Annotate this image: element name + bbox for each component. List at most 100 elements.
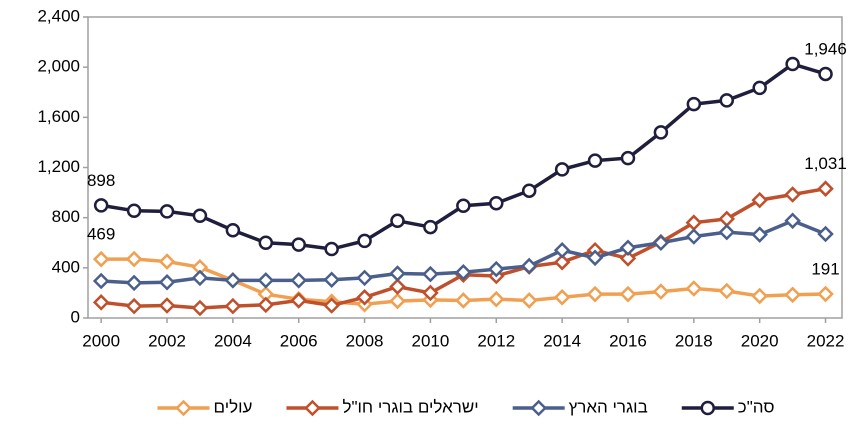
y-tick-label: 2,400 xyxy=(37,6,80,25)
data-point xyxy=(92,250,110,268)
legend-marker xyxy=(700,400,716,416)
data-point xyxy=(784,212,801,230)
data-point xyxy=(620,150,636,166)
data-point xyxy=(158,273,176,291)
data-point xyxy=(125,274,143,292)
data-point xyxy=(752,80,767,96)
legend-marker xyxy=(175,399,192,417)
data-label: 1,031 xyxy=(804,154,847,173)
data-point xyxy=(159,204,175,219)
data-point xyxy=(290,272,307,289)
data-point xyxy=(553,242,571,259)
data-point xyxy=(719,93,735,108)
data-point xyxy=(554,162,570,177)
data-point xyxy=(191,299,209,317)
data-point xyxy=(685,228,703,245)
x-tick-label: 2020 xyxy=(741,331,779,350)
data-point xyxy=(553,289,571,306)
legend-label: בוגרי הארץ xyxy=(569,397,648,416)
data-point xyxy=(751,226,768,243)
data-point xyxy=(224,272,242,289)
data-point xyxy=(125,250,143,268)
data-point xyxy=(488,260,505,278)
legend-marker xyxy=(304,399,321,417)
x-tick-label: 2018 xyxy=(675,331,713,350)
data-point xyxy=(291,237,306,252)
data-point xyxy=(125,297,143,315)
data-point xyxy=(553,253,571,271)
y-tick-label: 1,200 xyxy=(37,157,80,176)
y-tick-label: 800 xyxy=(52,207,80,226)
y-tick-label: 400 xyxy=(52,257,80,276)
legend-label: ישראלים בוגרי חו"ל xyxy=(342,397,478,416)
data-point xyxy=(456,198,471,214)
data-point xyxy=(225,222,241,238)
data-point xyxy=(455,263,472,281)
data-point xyxy=(423,219,438,235)
data-point xyxy=(389,278,406,295)
data-point xyxy=(587,153,603,168)
data-point xyxy=(784,186,801,203)
data-point xyxy=(619,239,637,257)
data-point xyxy=(290,292,307,309)
data-point xyxy=(520,257,538,275)
x-tick-label: 2014 xyxy=(543,331,581,350)
data-point xyxy=(257,272,275,289)
data-point xyxy=(718,223,736,241)
data-point xyxy=(784,286,801,304)
y-tick-label: 0 xyxy=(71,307,80,326)
data-point xyxy=(520,292,538,309)
data-point xyxy=(455,292,472,309)
x-tick-label: 2016 xyxy=(609,331,647,350)
y-tick-label: 1,600 xyxy=(37,107,80,126)
data-point xyxy=(817,225,834,243)
data-point xyxy=(357,233,372,249)
data-label: 191 xyxy=(811,260,839,279)
data-point xyxy=(93,198,109,213)
data-point xyxy=(652,234,670,252)
data-point xyxy=(323,297,340,314)
data-point xyxy=(92,294,110,311)
data-point xyxy=(324,241,339,257)
data-point xyxy=(191,269,209,287)
data-point xyxy=(192,208,208,224)
data-point xyxy=(422,284,439,302)
y-tick-label: 2,000 xyxy=(37,57,80,76)
legend-label: עולים xyxy=(214,397,253,416)
data-point xyxy=(785,56,800,72)
x-tick-label: 2000 xyxy=(82,331,120,350)
data-point xyxy=(158,253,176,270)
data-point xyxy=(257,296,275,314)
data-point xyxy=(586,249,604,267)
data-point xyxy=(224,297,242,315)
data-point xyxy=(818,66,833,82)
data-point xyxy=(92,272,110,290)
data-point xyxy=(488,290,505,308)
data-label: 1,946 xyxy=(804,39,847,58)
data-label: 469 xyxy=(87,225,115,244)
data-point xyxy=(158,297,176,314)
data-point xyxy=(619,285,637,303)
x-tick-label: 2008 xyxy=(346,331,384,350)
data-point xyxy=(323,271,340,289)
data-point xyxy=(389,265,406,282)
data-point xyxy=(422,265,439,283)
data-point xyxy=(653,125,669,140)
x-tick-label: 2010 xyxy=(412,331,450,350)
data-point xyxy=(586,285,604,303)
data-point xyxy=(258,235,274,250)
x-tick-label: 2004 xyxy=(214,331,252,350)
data-point xyxy=(652,283,670,300)
data-point xyxy=(126,203,142,219)
data-point xyxy=(685,280,703,297)
data-point xyxy=(686,96,702,112)
x-tick-label: 2006 xyxy=(280,331,318,350)
data-point xyxy=(389,292,406,310)
data-point xyxy=(718,282,736,300)
data-label: 898 xyxy=(87,171,115,190)
data-point xyxy=(619,250,637,267)
data-point xyxy=(817,285,834,303)
data-point xyxy=(356,269,373,287)
data-point xyxy=(356,289,373,306)
